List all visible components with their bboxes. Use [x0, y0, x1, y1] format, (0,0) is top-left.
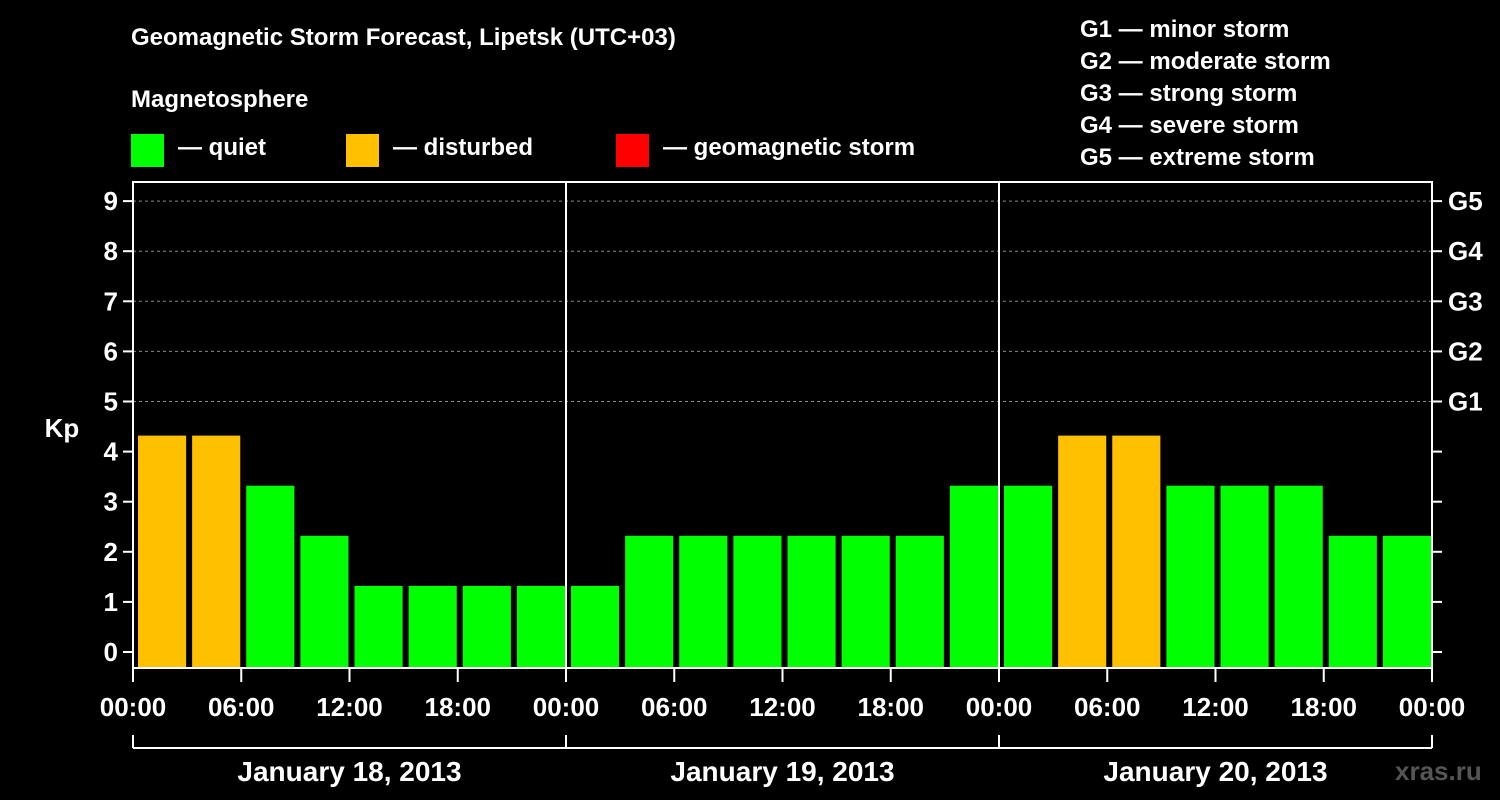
bar-1 [192, 435, 241, 668]
bar-4 [354, 585, 403, 668]
x-tick-label-12: 00:00 [1399, 692, 1466, 722]
y-axis-label: Kp [45, 413, 80, 443]
bar-8 [571, 585, 620, 668]
y-tick-label-6: 6 [104, 336, 118, 366]
y-tick-label-2: 2 [104, 537, 118, 567]
bar-6 [462, 585, 511, 668]
watermark: xras.ru [1395, 756, 1482, 786]
y-tick-label-1: 1 [104, 587, 118, 617]
storm-scale-g1: G1 — minor storm [1080, 16, 1290, 43]
x-tick-label-3: 18:00 [425, 692, 492, 722]
bar-15 [949, 485, 998, 668]
storm-scale-g4: G4 — severe storm [1080, 112, 1299, 139]
bar-22 [1328, 535, 1377, 668]
x-tick-label-0: 00:00 [100, 692, 167, 722]
y-tick-label-3: 3 [104, 487, 118, 517]
y-tick-label-7: 7 [104, 286, 118, 316]
y-tick-label-5: 5 [104, 387, 118, 417]
legend-swatch-disturbed [346, 134, 379, 167]
bar-7 [516, 585, 565, 668]
x-tick-label-2: 12:00 [316, 692, 383, 722]
legend-label-quiet: — quiet [178, 134, 266, 161]
y-tick-label-9: 9 [104, 186, 118, 216]
storm-scale-g2: G2 — moderate storm [1080, 48, 1331, 75]
x-tick-label-4: 00:00 [533, 692, 600, 722]
right-tick-label-G4: G4 [1448, 236, 1483, 266]
y-tick-label-4: 4 [104, 437, 119, 467]
y-tick-label-8: 8 [104, 236, 118, 266]
bar-19 [1166, 485, 1215, 668]
bar-2 [246, 485, 295, 668]
day-label-1: January 19, 2013 [670, 756, 894, 787]
right-tick-label-G1: G1 [1448, 387, 1483, 417]
bar-5 [408, 585, 457, 668]
bar-0 [138, 435, 187, 668]
x-tick-label-11: 18:00 [1291, 692, 1358, 722]
x-tick-label-6: 12:00 [749, 692, 816, 722]
bar-10 [679, 535, 728, 668]
bar-12 [787, 535, 836, 668]
right-tick-label-G2: G2 [1448, 336, 1483, 366]
day-label-0: January 18, 2013 [237, 756, 461, 787]
day-label-2: January 20, 2013 [1103, 756, 1327, 787]
x-tick-label-8: 00:00 [966, 692, 1033, 722]
bar-9 [625, 535, 674, 668]
legend-label-disturbed: — disturbed [393, 134, 534, 161]
legend-label-storm: — geomagnetic storm [663, 134, 916, 161]
x-tick-label-7: 18:00 [858, 692, 925, 722]
bar-21 [1274, 485, 1323, 668]
legend-swatch-storm [616, 134, 649, 167]
bar-13 [841, 535, 890, 668]
bar-18 [1112, 435, 1161, 668]
storm-scale-g3: G3 — strong storm [1080, 80, 1298, 107]
legend-swatch-quiet [131, 134, 164, 167]
bar-16 [1004, 485, 1053, 668]
storm-scale-g5: G5 — extreme storm [1080, 144, 1315, 171]
bar-20 [1220, 485, 1269, 668]
bar-17 [1058, 435, 1107, 668]
bar-23 [1382, 535, 1431, 668]
bar-11 [733, 535, 782, 668]
y-tick-label-0: 0 [104, 637, 118, 667]
chart-title: Geomagnetic Storm Forecast, Lipetsk (UTC… [131, 24, 676, 51]
x-tick-label-10: 12:00 [1182, 692, 1249, 722]
right-tick-label-G3: G3 [1448, 286, 1483, 316]
x-tick-label-1: 06:00 [208, 692, 275, 722]
x-tick-label-9: 06:00 [1074, 692, 1141, 722]
bar-14 [895, 535, 944, 668]
x-tick-label-5: 06:00 [641, 692, 708, 722]
bar-3 [300, 535, 349, 668]
right-tick-label-G5: G5 [1448, 186, 1483, 216]
legend-title: Magnetosphere [131, 86, 309, 113]
